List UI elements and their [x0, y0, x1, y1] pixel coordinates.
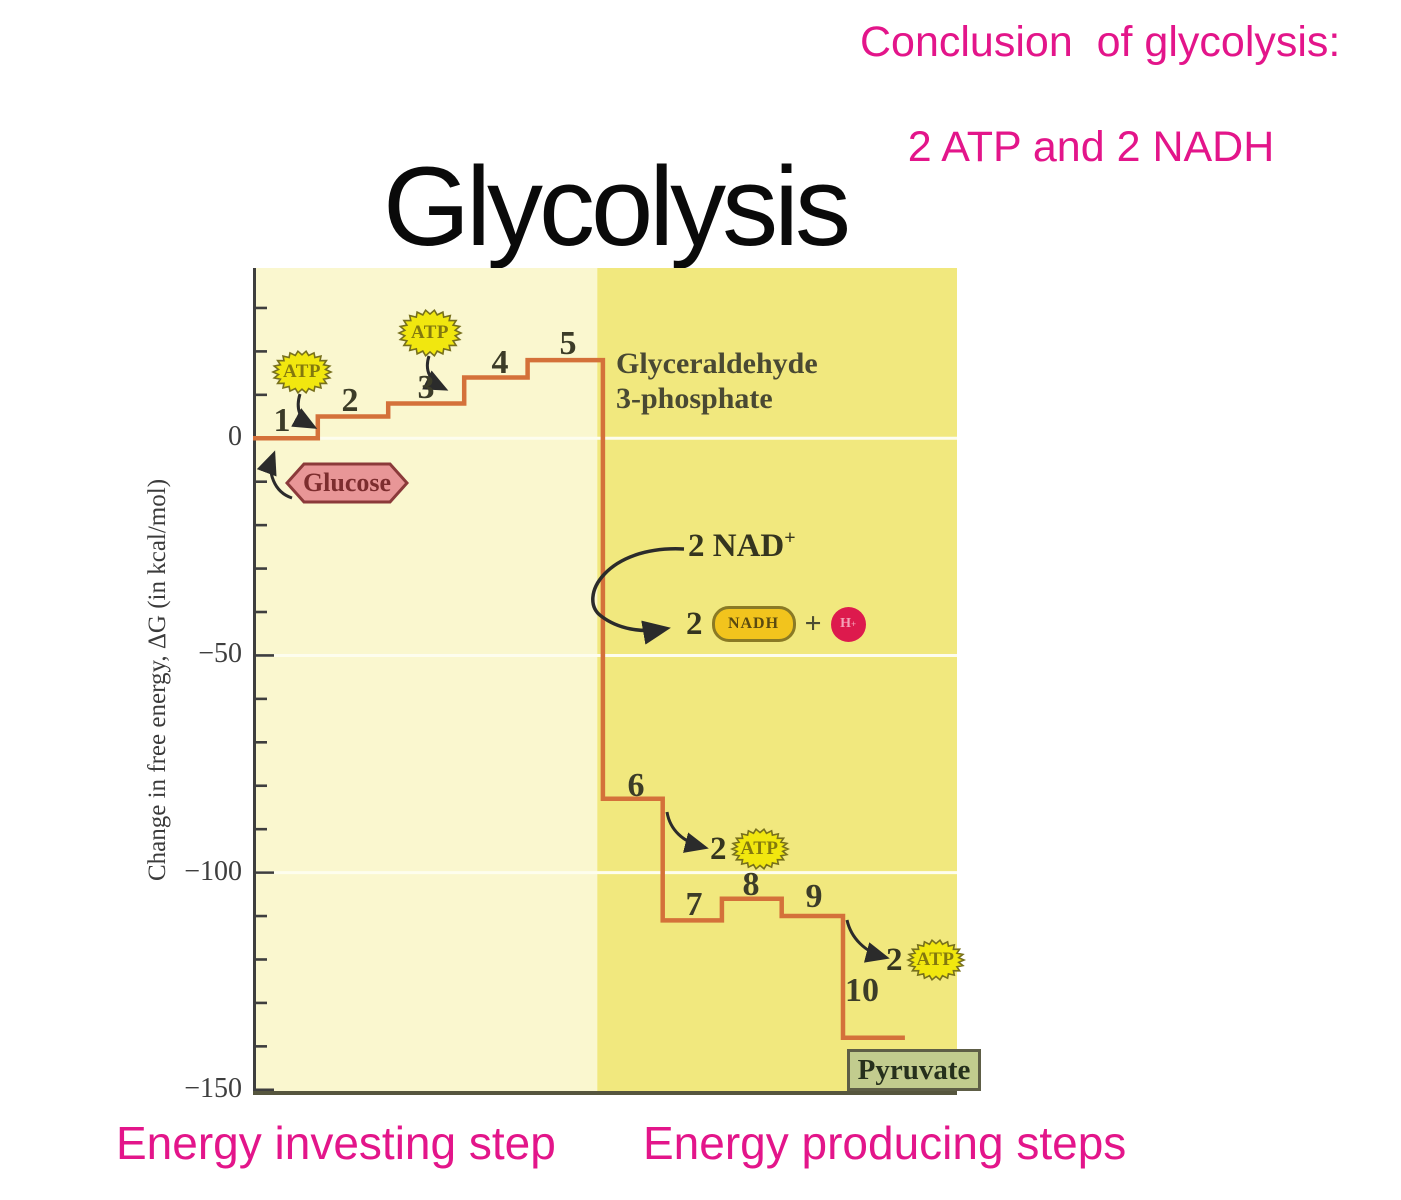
phase-label-producing: Energy producing steps	[643, 1117, 1127, 1169]
h-label: H	[840, 616, 851, 631]
glucose-hexagon: Glucose	[284, 461, 410, 505]
nad-text: 2 NAD	[688, 528, 785, 564]
atp-label: ATP	[740, 838, 779, 859]
starburst-shape-icon	[729, 827, 790, 871]
step-number-7: 7	[685, 886, 703, 923]
nad-plus-label: 2 NAD+	[688, 527, 796, 565]
g3p-line-1: Glyceraldehyde	[616, 347, 818, 380]
atp-starburst-icon: ATP	[396, 307, 464, 359]
y-tick-label-0: 0	[228, 421, 242, 453]
atp-label: ATP	[410, 322, 450, 343]
starburst-shape-icon	[905, 938, 966, 982]
nad-superscript: +	[784, 527, 796, 549]
g3p-line-2: 3-phosphate	[616, 382, 773, 416]
atp-output-row: 2 ATP	[710, 827, 791, 871]
step-number-10: 10	[845, 972, 879, 1009]
atp-label: ATP	[282, 361, 322, 382]
conclusion-line-2: 2 ATP and 2 NADH	[907, 122, 1275, 171]
conclusion-text: Conclusion of glycolysis: 2 ATP and 2 NA…	[860, 16, 1340, 226]
page-title: Glycolysis	[382, 144, 851, 269]
h-plus-circle: H +	[830, 606, 866, 642]
step-number-8: 8	[742, 866, 760, 903]
atp-out-count: 2	[886, 941, 903, 978]
starburst-shape-icon	[271, 349, 333, 395]
atp-output-row: 2 ATP	[886, 938, 967, 982]
nadh-pill: NADH	[711, 606, 796, 642]
region-energy-producing	[597, 268, 957, 1095]
step-number-4: 4	[491, 344, 509, 381]
h-superscript: +	[850, 619, 857, 629]
atp-out-count: 2	[710, 830, 727, 867]
step-number-2: 2	[341, 382, 359, 419]
y-tick-label-−150: −150	[184, 1072, 242, 1104]
step-number-1: 1	[273, 402, 291, 439]
starburst-shape-icon	[397, 308, 463, 358]
atp-starburst-icon: ATP	[729, 826, 791, 872]
nadh-count: 2	[686, 605, 703, 642]
atp-starburst-icon: ATP	[905, 937, 967, 983]
energy-chart	[253, 268, 957, 1095]
y-axis-label: Change in free energy, ΔG (in kcal/mol)	[144, 478, 171, 882]
y-tick-label-−100: −100	[184, 855, 242, 887]
plus-sign: +	[804, 607, 822, 640]
pyruvate-box: Pyruvate	[847, 1049, 981, 1091]
g3p-label: Glyceraldehyde 3-phosphate	[616, 346, 818, 417]
atp-label: ATP	[916, 949, 955, 970]
glucose-label: Glucose	[302, 468, 392, 497]
step-number-5: 5	[559, 325, 577, 362]
hexagon-shape-icon	[284, 462, 410, 504]
phase-label-investing: Energy investing step	[116, 1117, 556, 1169]
step-number-6: 6	[627, 767, 645, 804]
step-number-9: 9	[805, 878, 823, 915]
step-number-3: 3	[417, 369, 435, 406]
atp-starburst-icon: ATP	[270, 348, 334, 396]
nadh-row: 2 NADH + H +	[686, 604, 866, 644]
y-tick-label-−50: −50	[198, 638, 242, 670]
conclusion-line-1: Conclusion of glycolysis:	[860, 18, 1341, 66]
